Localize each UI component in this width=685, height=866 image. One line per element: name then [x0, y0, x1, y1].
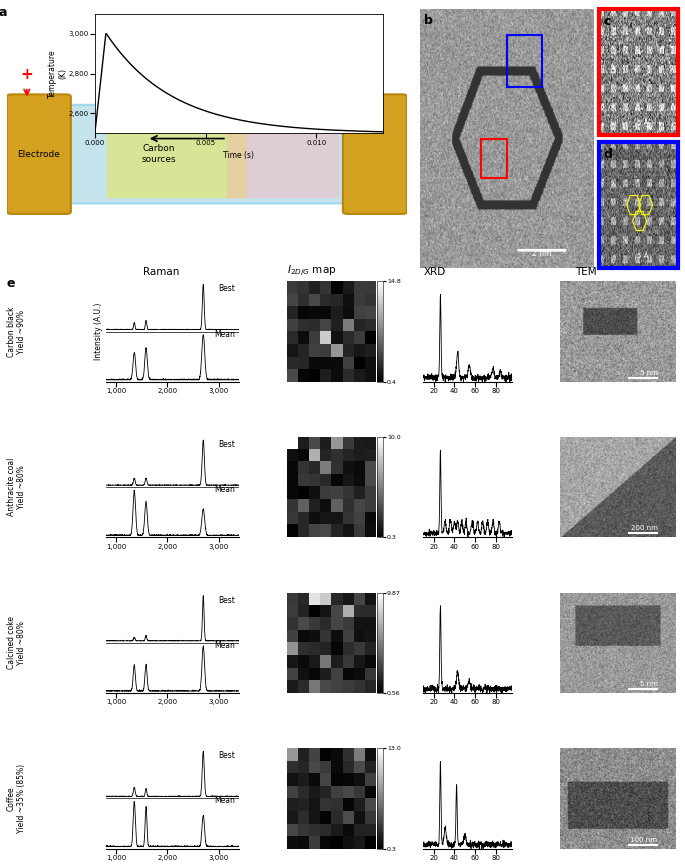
Text: 2 nm: 2 nm: [532, 249, 551, 258]
Text: −: −: [351, 65, 366, 83]
Text: 5 Å: 5 Å: [637, 253, 648, 259]
Text: +: +: [21, 67, 34, 81]
Text: c: c: [603, 15, 610, 28]
Text: Best: Best: [218, 596, 235, 604]
Text: d: d: [603, 148, 612, 161]
Text: e: e: [7, 277, 15, 290]
Y-axis label: Intensity (A.U.): Intensity (A.U.): [95, 303, 103, 360]
FancyBboxPatch shape: [7, 94, 71, 214]
Text: Raman: Raman: [142, 267, 179, 276]
Text: Carbon
sources: Carbon sources: [142, 145, 176, 164]
FancyBboxPatch shape: [39, 105, 375, 204]
Text: Best: Best: [218, 284, 235, 294]
Text: Best: Best: [218, 440, 235, 449]
Text: TEM: TEM: [575, 267, 597, 276]
Text: Anthracite coal
Yield ~80%: Anthracite coal Yield ~80%: [7, 458, 26, 516]
Text: Mean: Mean: [214, 485, 235, 494]
Text: a: a: [0, 6, 8, 19]
Text: 5 nm: 5 nm: [640, 370, 658, 376]
Bar: [507, 35, 542, 87]
Bar: [481, 139, 507, 178]
FancyBboxPatch shape: [343, 94, 407, 214]
FancyBboxPatch shape: [107, 110, 247, 198]
Text: 5 Å: 5 Å: [637, 120, 648, 126]
Text: Best: Best: [218, 752, 235, 760]
Text: Mean: Mean: [214, 797, 235, 805]
Text: Carbon black
Yield ~90%: Carbon black Yield ~90%: [7, 307, 26, 357]
FancyBboxPatch shape: [227, 110, 339, 198]
Text: Electrode: Electrode: [17, 150, 60, 158]
Text: $I_{2D/G}$ map: $I_{2D/G}$ map: [287, 264, 336, 280]
Text: Mean: Mean: [214, 330, 235, 339]
Text: Calcined coke
Yield ~80%: Calcined coke Yield ~80%: [7, 617, 26, 669]
Text: 5 nm: 5 nm: [640, 681, 658, 687]
Text: Mean: Mean: [214, 641, 235, 650]
Text: Coffee
Yield ~35% (85%): Coffee Yield ~35% (85%): [7, 764, 26, 833]
Text: b: b: [423, 14, 432, 27]
Text: Quartz tube: Quartz tube: [248, 62, 302, 71]
Text: XRD: XRD: [424, 267, 446, 276]
Text: 200 nm: 200 nm: [631, 526, 658, 532]
Text: 100 nm: 100 nm: [630, 837, 658, 843]
